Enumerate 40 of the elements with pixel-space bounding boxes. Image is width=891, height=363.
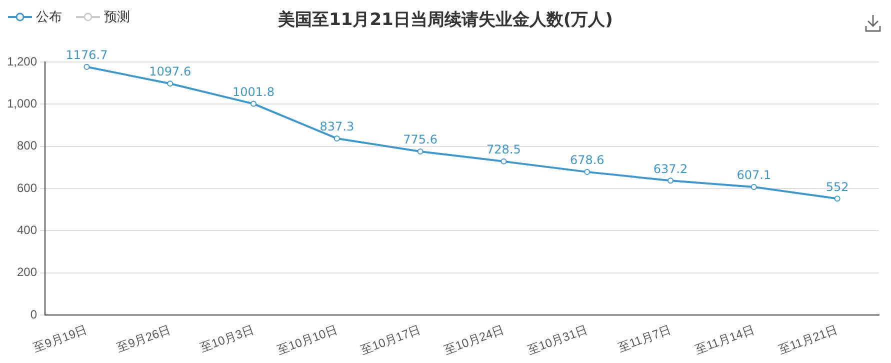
data-label: 837.3 bbox=[320, 120, 354, 134]
y-tick-label: 400 bbox=[17, 222, 38, 237]
y-tick-label: 1,200 bbox=[7, 54, 38, 68]
point bbox=[500, 158, 507, 164]
data-label: 1001.8 bbox=[232, 84, 275, 99]
data-label: 1176.7 bbox=[66, 48, 108, 62]
x-tick-label: 至10月17日 bbox=[358, 322, 422, 358]
y-tick-label: 200 bbox=[17, 265, 38, 280]
data-label: 728.5 bbox=[486, 142, 521, 157]
point bbox=[584, 168, 590, 175]
point bbox=[334, 135, 340, 142]
x-tick-label: 至10月10日 bbox=[275, 322, 340, 358]
point bbox=[750, 184, 757, 190]
chart-title: 美国至11月21日当周续请失业金人数(万人) bbox=[278, 10, 613, 30]
data-label: 775.6 bbox=[403, 132, 438, 147]
y-tick-label: 1,000 bbox=[7, 96, 38, 110]
data-label: 552 bbox=[826, 180, 849, 194]
y-tick-label: 600 bbox=[17, 180, 38, 195]
data-label: 637.2 bbox=[653, 162, 688, 176]
legend-label: 公布 bbox=[36, 9, 62, 26]
x-tick-label: 至11月21日 bbox=[776, 322, 840, 357]
x-tick-label: 至9月26日 bbox=[114, 322, 172, 355]
point bbox=[834, 196, 840, 202]
x-tick-label: 至10月3日 bbox=[198, 322, 256, 355]
x-tick-label: 至9月19日 bbox=[31, 322, 89, 355]
point bbox=[84, 64, 90, 70]
point bbox=[167, 80, 174, 87]
x-tick-label: 至11月14日 bbox=[693, 322, 756, 357]
point bbox=[250, 100, 257, 107]
x-tick-label: 至11月7日 bbox=[616, 322, 673, 355]
data-label: 607.1 bbox=[736, 168, 772, 182]
y-tick-label: 800 bbox=[17, 138, 38, 153]
y-tick-label: 0 bbox=[30, 307, 38, 322]
legend-label: 预测 bbox=[104, 9, 130, 26]
point bbox=[668, 178, 674, 184]
point bbox=[417, 148, 424, 154]
data-label: 678.6 bbox=[570, 153, 604, 168]
data-label: 1097.6 bbox=[149, 64, 192, 79]
x-tick-label: 至10月31日 bbox=[526, 322, 590, 358]
x-tick-label: 至10月24日 bbox=[442, 322, 506, 358]
